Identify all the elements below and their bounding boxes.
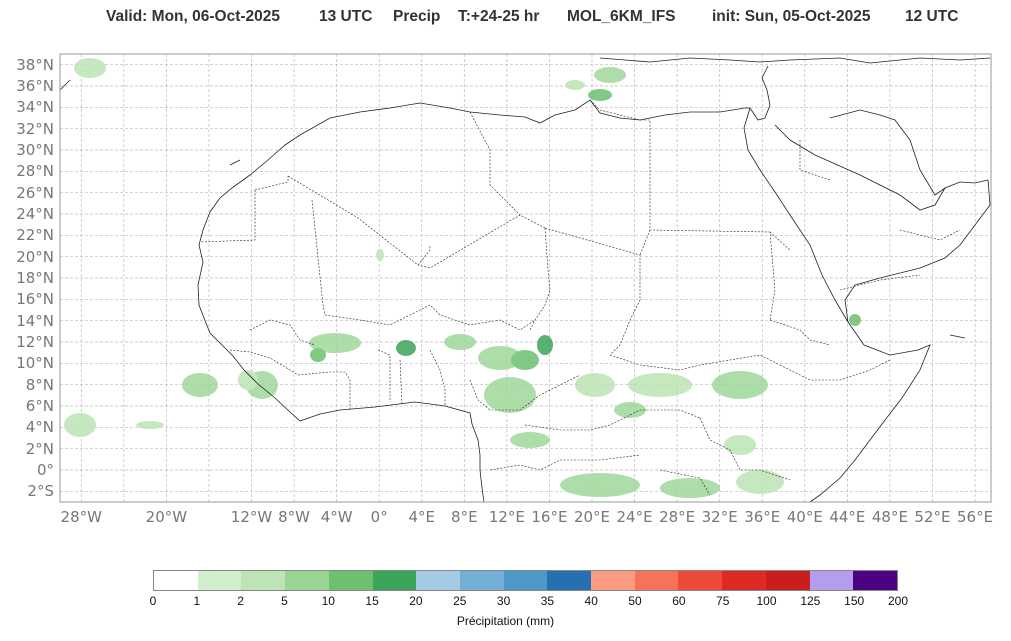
lon-label: 32°E: [701, 508, 738, 526]
field-name: Precip: [393, 8, 441, 25]
lon-label: 20°E: [573, 508, 611, 526]
colorbar-swatch: [765, 571, 810, 590]
colorbar-tick-label: 75: [716, 594, 730, 608]
colorbar-tick-label: 0: [149, 594, 157, 608]
coastlines: [59, 57, 991, 503]
colorbar: [153, 570, 898, 591]
valid-date: Valid: Mon, 06-Oct-2025: [106, 8, 280, 25]
lat-label: 32°N: [16, 119, 54, 138]
lat-label: 28°N: [16, 162, 54, 181]
colorbar-tick-label: 100: [756, 594, 777, 608]
colorbar-tick-label: 25: [453, 594, 467, 608]
colorbar-tick-label: 15: [365, 594, 379, 608]
lon-label: 28°W: [60, 508, 102, 526]
forecast-lead: T:+24-25 hr: [458, 8, 540, 25]
lat-label: 18°N: [16, 269, 54, 287]
lat-label: 4°N: [25, 418, 54, 437]
colorbar-tick-label: 1: [193, 594, 201, 608]
lon-label: 4°E: [408, 508, 436, 526]
colorbar-tick-label: 10: [321, 594, 335, 608]
colorbar-swatch: [853, 571, 897, 590]
lat-label: 6°N: [25, 397, 54, 415]
lat-label: 8°N: [25, 375, 54, 394]
colorbar-tick-label: 40: [584, 594, 598, 608]
lon-label: 4°W: [320, 508, 353, 526]
lon-label: 0°: [370, 508, 388, 526]
lat-label: 24°N: [16, 205, 54, 223]
lon-label: 48°E: [871, 508, 908, 526]
colorbar-label: Précipitation (mm): [456, 614, 555, 628]
lon-label: 8°E: [451, 508, 478, 526]
lat-label: 10°N: [16, 354, 54, 373]
colorbar-tick-label: 150: [844, 594, 865, 608]
lon-label: 24°E: [616, 508, 653, 526]
lon-label: 16°E: [531, 508, 568, 526]
lon-label: 36°E: [744, 508, 781, 526]
lat-label: 0°: [36, 461, 54, 479]
valid-time: 13 UTC: [319, 8, 373, 25]
lon-label: 28°E: [659, 508, 696, 526]
lat-label: 20°N: [16, 247, 54, 266]
colorbar-swatch: [241, 571, 286, 590]
lat-label: 30°N: [16, 141, 54, 159]
colorbar-swatch: [197, 571, 242, 590]
map-title: Valid: Mon, 06-Oct-2025 13 UTC Precip T:…: [0, 6, 1011, 30]
lat-label: 16°N: [16, 290, 54, 309]
lat-label: 38°N: [16, 55, 54, 74]
colorbar-swatch: [722, 571, 766, 590]
colorbar-tick-label: 35: [540, 594, 555, 608]
colorbar-swatch: [154, 571, 198, 590]
colorbar-swatch: [372, 571, 417, 590]
colorbar-swatch: [634, 571, 679, 590]
init-date: init: Sun, 05-Oct-2025: [712, 8, 871, 25]
colorbar-swatch: [678, 571, 723, 590]
colorbar-swatch: [503, 571, 548, 590]
colorbar-swatch: [809, 571, 854, 590]
colorbar-swatch: [416, 571, 460, 590]
model-name: MOL_6KM_IFS: [567, 8, 676, 25]
country-borders: [199, 99, 961, 496]
lat-lon-grid: [60, 54, 991, 502]
lat-label: 34°N: [16, 98, 54, 117]
lon-label: 12°W: [230, 508, 273, 526]
lat-label: 12°N: [16, 333, 54, 351]
lat-label: 36°N: [16, 77, 54, 95]
colorbar-tick-label: 125: [800, 594, 821, 608]
init-time: 12 UTC: [905, 8, 959, 25]
map-frame: [59, 53, 992, 503]
lon-label: 20°W: [145, 508, 188, 526]
lon-label: 8°W: [278, 508, 311, 526]
colorbar-tick-label: 20: [409, 594, 423, 608]
lon-label: 56°E: [956, 508, 994, 526]
lat-label: 2°S: [27, 482, 54, 501]
colorbar-tick-label: 50: [628, 594, 642, 608]
lon-label: 12°E: [488, 508, 525, 526]
colorbar-tick-label: 60: [672, 594, 686, 608]
colorbar-swatch: [547, 571, 592, 590]
colorbar-swatch: [459, 571, 504, 590]
lon-label: 40°E: [786, 508, 823, 526]
colorbar-swatch: [328, 571, 373, 590]
lat-label: 2°N: [25, 439, 54, 458]
lon-label: 52°E: [914, 508, 951, 526]
colorbar-swatch: [285, 571, 329, 590]
colorbar-tick-label: 5: [281, 594, 288, 608]
precip-areas: [64, 58, 861, 498]
lat-label: 26°N: [16, 183, 54, 202]
lat-label: 14°N: [16, 311, 54, 330]
colorbar-tick-label: 200: [887, 594, 909, 608]
colorbar-tick-label: 30: [496, 594, 511, 608]
lon-label: 44°E: [829, 508, 866, 526]
colorbar-tick-label: 2: [237, 594, 244, 608]
lat-label: 22°N: [16, 226, 54, 245]
colorbar-swatch: [591, 571, 635, 590]
